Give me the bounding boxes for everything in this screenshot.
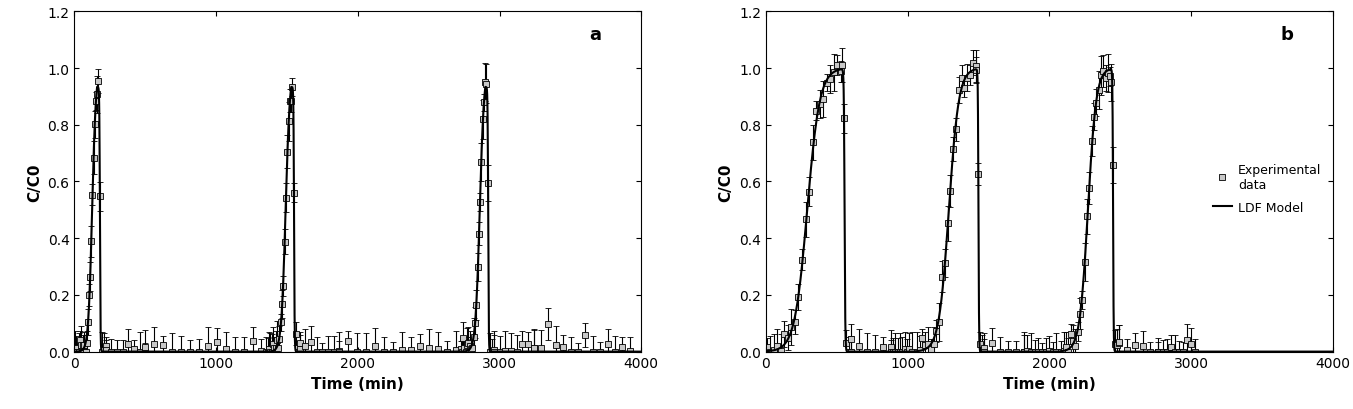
- Y-axis label: C/C0: C/C0: [27, 163, 42, 201]
- X-axis label: Time (min): Time (min): [311, 376, 405, 391]
- Text: a: a: [590, 26, 602, 44]
- Legend: Experimental
data, LDF Model: Experimental data, LDF Model: [1208, 158, 1326, 219]
- Y-axis label: C/C0: C/C0: [718, 163, 733, 201]
- Text: b: b: [1280, 26, 1293, 44]
- X-axis label: Time (min): Time (min): [1003, 376, 1096, 391]
